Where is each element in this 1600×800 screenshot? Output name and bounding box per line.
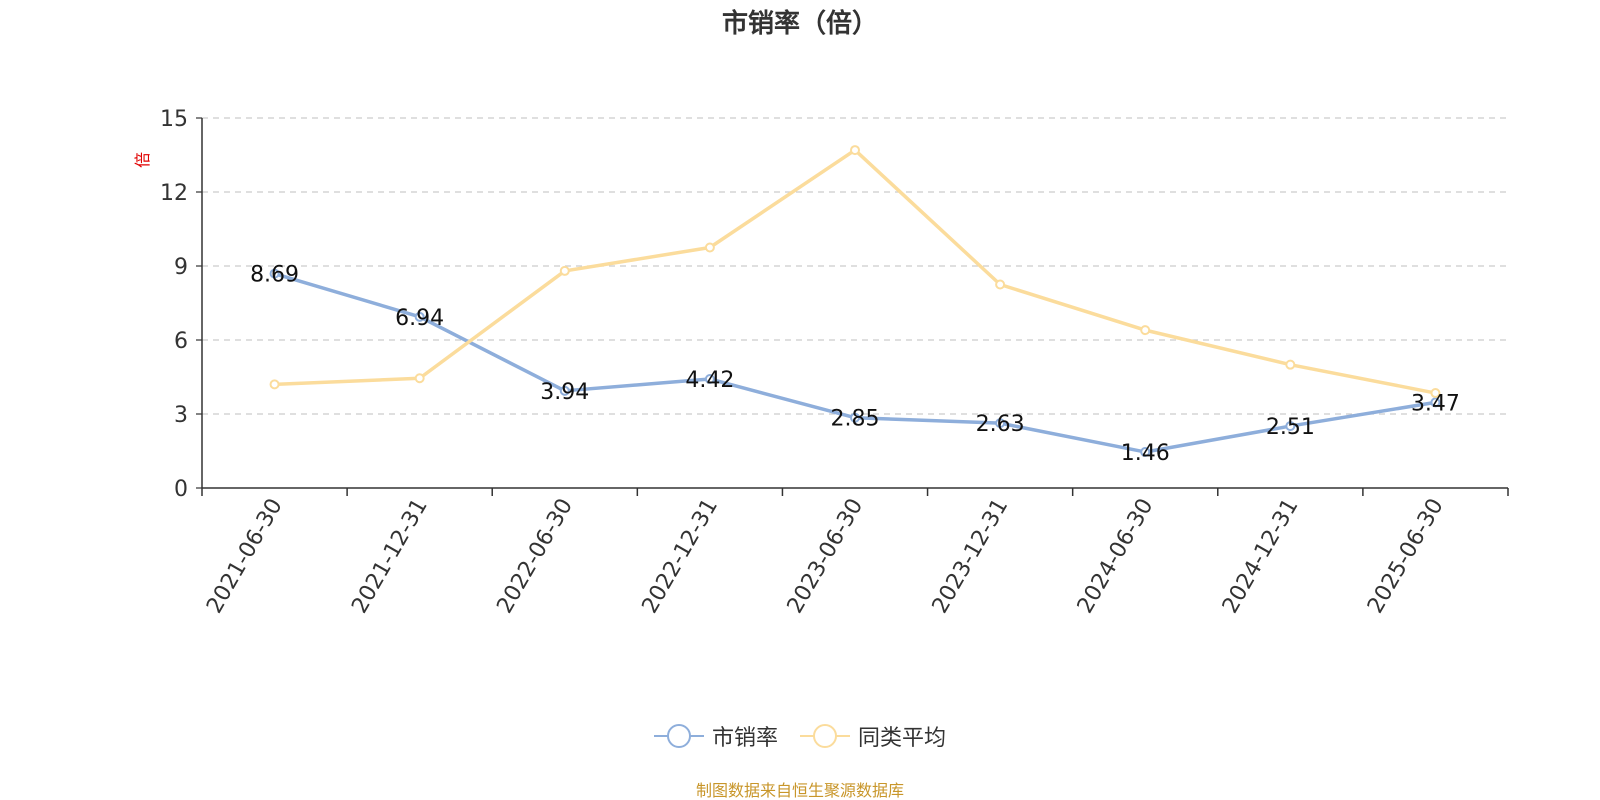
x-tick-label-2022-06-30: 2022-06-30 [492,495,578,618]
series-2-point-6 [1140,325,1151,336]
legend: 市销率 同类平均 [0,720,1600,752]
series-1-point-0 [269,268,280,279]
series-2-point-7 [1285,359,1296,370]
series-1-point-3 [704,373,715,384]
x-tick-label-2023-06-30: 2023-06-30 [783,495,869,618]
data-label-3: 4.42 [685,368,734,393]
x-tick-label-2024-12-31: 2024-12-31 [1218,495,1304,618]
series-2-point-3 [704,242,715,253]
y-tick-label-12: 12 [160,181,188,206]
x-tick-label-2021-06-30: 2021-06-30 [202,495,288,618]
series-2-point-4 [850,145,860,156]
series [269,145,1441,457]
y-tick-label-15: 15 [160,107,188,132]
x-tick-label-2021-12-31: 2021-12-31 [347,495,433,618]
data-label-2: 3.94 [540,380,589,405]
y-axis-unit-label: 倍 [133,152,152,168]
series-2-point-2 [559,265,570,276]
data-label-0: 8.69 [250,263,299,288]
x-tick-label-2024-06-30: 2024-06-30 [1073,495,1159,618]
legend-item-series-2[interactable]: 同类平均 [800,720,946,752]
y-tick-label-6: 6 [174,329,188,354]
data-label-4: 2.85 [831,407,880,432]
chart-title: 市销率（倍） [721,9,878,39]
series-1-point-4 [850,412,860,423]
y-tick-label-0: 0 [174,477,188,502]
series-2-point-8 [1430,388,1441,399]
data-label-6: 1.46 [1121,441,1170,466]
source-note: 制图数据来自恒生聚源数据库 [695,781,904,800]
legend-label-series-1: 市销率 [711,726,778,751]
legend-marker-series-1 [653,722,704,750]
series-1-point-1 [414,311,425,322]
y-tick-label-3: 3 [174,403,188,428]
legend-label-series-2: 同类平均 [858,726,947,751]
series-line-2 [274,148,1436,395]
series-1-point-8 [1430,397,1441,408]
series-2-point-5 [995,279,1006,290]
x-tick-label-2022-12-31: 2022-12-31 [638,495,724,618]
data-label-1: 6.94 [395,306,444,331]
data-labels: 8.69 6.94 3.94 4.42 2.85 2.63 1.46 2.51 3.47 [250,263,1460,466]
x-tick-label-2023-12-31: 2023-12-31 [928,495,1014,618]
data-label-7: 2.51 [1266,415,1315,440]
y-tick-label-9: 9 [174,255,188,280]
series-2-point-1 [414,373,425,384]
data-label-8: 3.47 [1411,391,1460,416]
x-tick-label-2025-06-30: 2025-06-30 [1363,495,1449,618]
legend-item-series-1[interactable]: 市销率 [653,720,778,752]
data-label-5: 2.63 [976,412,1025,437]
axes: 0 3 6 9 12 15 倍 2021-06-30 2021-12-31 2022-06-30 2… [133,107,1509,618]
series-1-point-6 [1140,446,1151,457]
series-1-point-5 [995,418,1006,429]
series-1-point-7 [1285,421,1296,432]
series-1-point-2 [559,385,570,396]
legend-marker-series-2 [800,722,850,750]
series-2-point-0 [269,379,280,390]
